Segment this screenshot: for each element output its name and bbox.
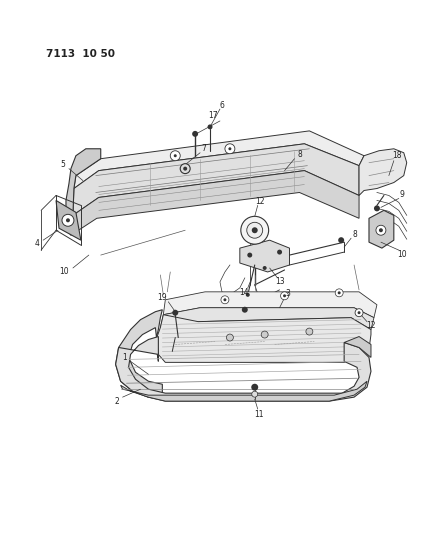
Polygon shape xyxy=(116,336,371,401)
Circle shape xyxy=(225,144,235,154)
Text: 10: 10 xyxy=(397,249,407,259)
Text: 5: 5 xyxy=(60,160,65,169)
Circle shape xyxy=(229,147,232,150)
Text: 9: 9 xyxy=(399,190,404,199)
Circle shape xyxy=(172,310,178,316)
Circle shape xyxy=(247,253,252,257)
Circle shape xyxy=(62,214,74,227)
Circle shape xyxy=(379,228,383,232)
Text: 12: 12 xyxy=(366,321,376,330)
Polygon shape xyxy=(116,310,162,399)
Text: 2: 2 xyxy=(114,397,119,406)
Circle shape xyxy=(277,249,282,255)
Polygon shape xyxy=(71,171,359,235)
Text: 7: 7 xyxy=(202,144,206,154)
Circle shape xyxy=(376,225,386,235)
Circle shape xyxy=(283,294,286,297)
Text: 10: 10 xyxy=(59,268,69,277)
Text: 4: 4 xyxy=(35,239,40,248)
Circle shape xyxy=(192,131,198,137)
Circle shape xyxy=(251,384,258,391)
Circle shape xyxy=(252,227,258,233)
Polygon shape xyxy=(344,336,371,358)
Circle shape xyxy=(241,216,269,244)
Circle shape xyxy=(306,328,313,335)
Text: 8: 8 xyxy=(353,230,357,239)
Polygon shape xyxy=(121,381,367,401)
Circle shape xyxy=(338,292,341,294)
Polygon shape xyxy=(163,292,377,318)
Circle shape xyxy=(183,167,187,171)
Text: 7113  10 50: 7113 10 50 xyxy=(46,50,115,59)
Polygon shape xyxy=(359,149,407,196)
Text: 17: 17 xyxy=(208,111,218,120)
Polygon shape xyxy=(240,240,289,272)
Circle shape xyxy=(242,306,248,313)
Circle shape xyxy=(226,334,233,341)
Circle shape xyxy=(263,266,267,270)
Circle shape xyxy=(335,289,343,297)
Text: 3: 3 xyxy=(285,289,290,298)
Polygon shape xyxy=(160,308,374,329)
Text: 18: 18 xyxy=(392,151,401,160)
Circle shape xyxy=(66,219,70,222)
Circle shape xyxy=(357,311,360,314)
Text: 6: 6 xyxy=(220,101,224,110)
Polygon shape xyxy=(74,131,364,189)
Text: 8: 8 xyxy=(297,150,302,159)
Circle shape xyxy=(247,222,263,238)
Circle shape xyxy=(281,292,288,300)
Circle shape xyxy=(246,293,250,297)
Text: 13: 13 xyxy=(275,277,284,286)
Circle shape xyxy=(355,309,363,317)
Circle shape xyxy=(180,164,190,174)
Circle shape xyxy=(338,237,344,243)
Circle shape xyxy=(208,124,213,130)
Text: 19: 19 xyxy=(158,293,167,302)
Polygon shape xyxy=(155,314,371,362)
Text: 11: 11 xyxy=(254,409,264,418)
Circle shape xyxy=(252,391,258,397)
Polygon shape xyxy=(73,144,359,215)
Circle shape xyxy=(261,331,268,338)
Text: 14: 14 xyxy=(239,288,249,297)
Circle shape xyxy=(374,205,380,212)
Text: 12: 12 xyxy=(255,197,265,206)
Text: 1: 1 xyxy=(122,353,127,362)
Circle shape xyxy=(174,154,177,157)
Polygon shape xyxy=(66,149,101,235)
Polygon shape xyxy=(369,211,394,248)
Circle shape xyxy=(223,298,226,301)
Circle shape xyxy=(221,296,229,304)
Circle shape xyxy=(170,151,180,160)
Polygon shape xyxy=(56,200,81,240)
